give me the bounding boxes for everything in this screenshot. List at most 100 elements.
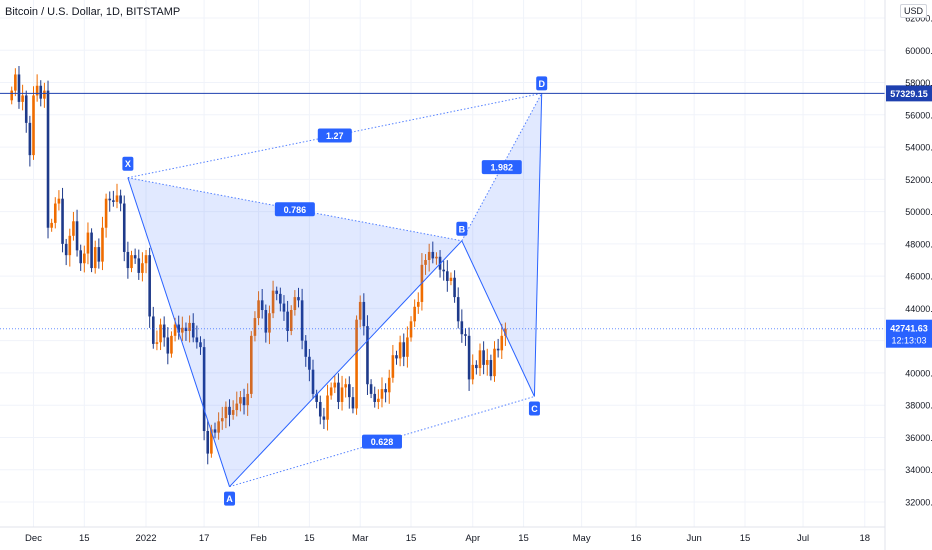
candle [398,335,402,367]
candle [141,252,144,282]
candle [387,369,391,404]
candle-body [68,235,72,256]
hline-price-tag-bg [886,85,932,102]
candle-body [83,253,86,264]
candle-body [282,303,286,312]
candle-body [112,200,115,202]
candle [202,338,206,441]
candle [264,304,268,343]
xabcd-pattern[interactable]: 1.27 0.786 1.982 0.628 X A B C D [122,76,548,506]
x-tick-label: 16 [631,533,642,544]
candle [286,300,289,342]
candle [293,290,297,316]
candle [72,211,75,241]
candle-body [435,256,438,259]
candle-body [478,350,482,369]
x-tick-label: 15 [304,533,315,544]
pattern-leg [127,177,230,487]
pattern-ratio-line [127,177,462,242]
candle-body [279,293,282,304]
y-tick-label: 38000.00 [905,401,932,411]
candle [329,382,333,400]
candle [275,286,279,301]
candle-body [355,319,358,409]
candle-body [224,406,228,419]
candle-body [32,95,35,156]
candle-body [431,251,435,259]
horizontal-line-drawing[interactable]: 57329.15 [0,85,932,330]
candle-body [231,410,235,415]
price-axis[interactable]: 32000.00 34000.00 36000.00 38000.00 40000.00… [884,0,932,550]
candle [250,331,253,399]
candle-body [453,277,456,298]
time-axis[interactable]: Dec 15 2022 17 Feb 15 Mar 15 Apr 15 May 16 Jun 15 Jul 1… [0,526,885,544]
pattern-leg [461,240,535,397]
candle [57,190,61,211]
candle-body [504,328,507,336]
candle-body [329,387,333,396]
candle-body [369,384,373,394]
candle-body [141,263,144,273]
candle [475,360,478,375]
currency-label[interactable]: USD [900,4,928,18]
candle [369,379,373,399]
point-label-bg [224,491,236,506]
candle-body [442,269,445,272]
countdown-text: 12:13:03 [891,336,926,346]
candle-body [202,347,206,432]
candle [493,341,496,382]
candle-body [496,348,500,351]
candle [268,305,271,345]
candle-body [315,393,318,402]
last-price-tag-text: 42741.63 [890,324,928,334]
y-tick-label: 32000.00 [905,498,932,508]
candle-body [275,290,279,294]
candle-body [427,251,431,260]
candle-body [93,247,97,269]
ratio-tag-text: 0.628 [371,437,394,447]
candle [119,189,122,212]
candle [224,401,228,429]
candle-body [489,360,493,377]
candle-body [28,122,32,156]
ratio-tag: 1.982 [481,160,522,175]
candle [231,400,235,420]
candle [21,84,24,111]
candle [322,407,326,430]
candle [79,244,82,271]
ratio-tag-bg [317,128,352,143]
candle [311,359,315,399]
candle [304,335,308,367]
candle-body [17,74,21,102]
x-tick-label: Jun [686,533,701,544]
point-label-text: C [531,404,538,414]
candle [64,238,68,266]
candle [86,222,90,265]
candle [384,383,387,403]
candle-body [104,198,108,228]
point-label-b: B [456,221,468,236]
candle [446,260,449,292]
candle [112,190,115,207]
y-tick-label: 34000.00 [905,465,932,475]
y-tick-label: 56000.00 [905,110,932,120]
candle-body [446,271,449,281]
y-tick-label: 52000.00 [905,175,932,185]
candle-body [485,360,489,365]
candle [297,287,300,308]
symbol-title[interactable]: Bitcoin / U.S. Dollar, 1D, BITSTAMP [5,6,181,18]
x-tick-label: Mar [352,533,368,544]
candle-body [191,322,195,338]
candle-body [64,243,68,256]
candle [97,238,101,269]
candle [213,422,217,439]
candle [199,336,202,355]
candle-body [235,403,239,411]
candle-body [373,393,377,402]
candle [220,406,224,430]
candle-body [322,416,326,420]
candle-body [493,348,496,377]
candle [355,315,358,415]
candle-body [173,324,177,336]
